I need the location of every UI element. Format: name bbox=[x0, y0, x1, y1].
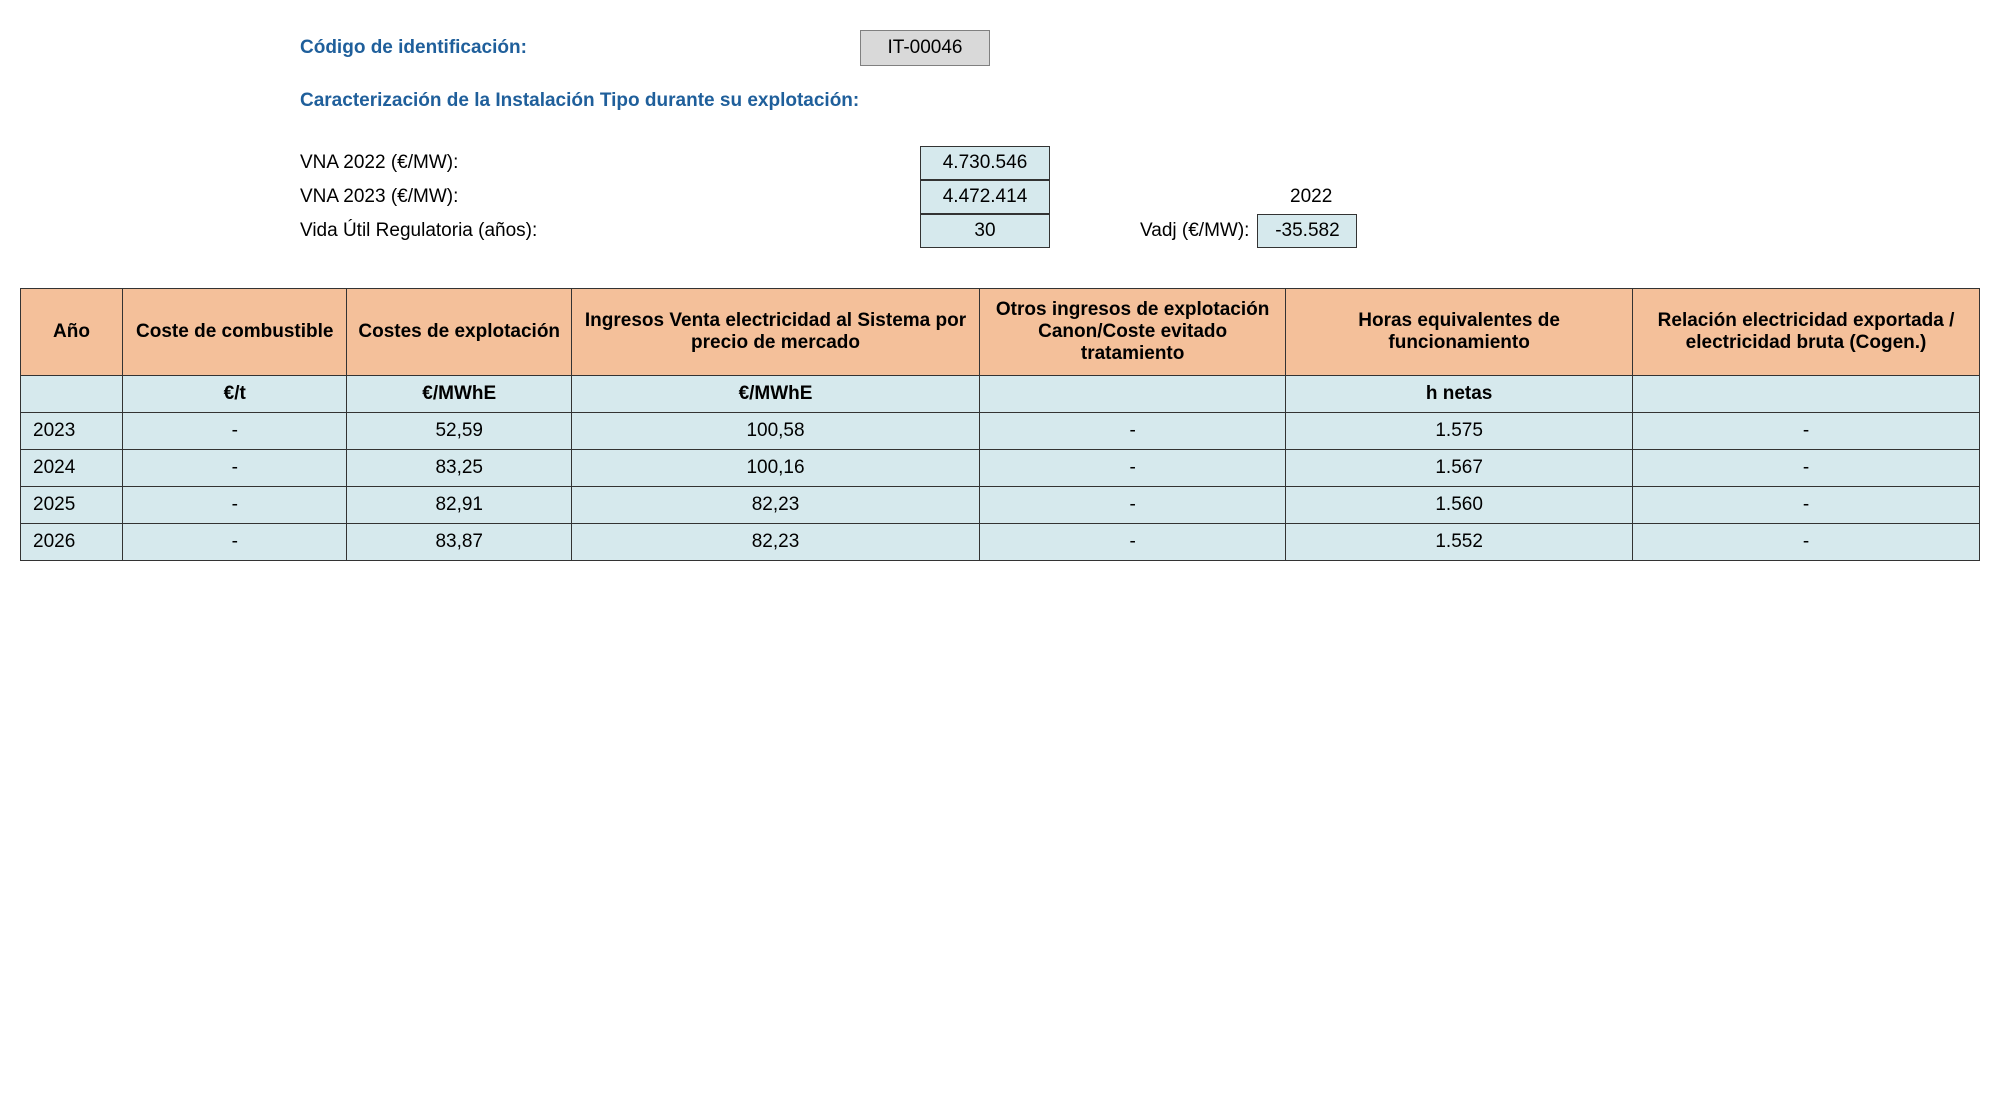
vida-value: 30 bbox=[920, 214, 1050, 248]
col-header-horas: Horas equivalentes de funcionamiento bbox=[1286, 289, 1633, 376]
header-section: Código de identificación: IT-00046 Carac… bbox=[300, 30, 1980, 248]
table-cell: - bbox=[980, 487, 1286, 524]
table-cell: 2025 bbox=[21, 487, 123, 524]
vna2022-label: VNA 2022 (€/MW): bbox=[300, 152, 920, 174]
units-row: €/t €/MWhE €/MWhE h netas bbox=[21, 376, 1980, 413]
vna2022-row: VNA 2022 (€/MW): 4.730.546 bbox=[300, 146, 1980, 180]
codigo-row: Código de identificación: IT-00046 bbox=[300, 30, 1980, 66]
col-header-explotacion: Costes de explotación bbox=[347, 289, 571, 376]
unit-relacion bbox=[1633, 376, 1980, 413]
table-cell: 1.575 bbox=[1286, 413, 1633, 450]
table-cell: - bbox=[980, 524, 1286, 561]
table-cell: 1.567 bbox=[1286, 450, 1633, 487]
table-cell: - bbox=[123, 413, 347, 450]
table-cell: - bbox=[1633, 524, 1980, 561]
vna2022-value: 4.730.546 bbox=[920, 146, 1050, 180]
table-cell: - bbox=[1633, 450, 1980, 487]
table-cell: 82,23 bbox=[571, 487, 979, 524]
unit-combustible: €/t bbox=[123, 376, 347, 413]
vna2023-value: 4.472.414 bbox=[920, 180, 1050, 214]
unit-otros bbox=[980, 376, 1286, 413]
vida-label: Vida Útil Regulatoria (años): bbox=[300, 220, 920, 242]
table-cell: - bbox=[1633, 487, 1980, 524]
table-cell: 82,91 bbox=[347, 487, 571, 524]
subtitle: Caracterización de la Instalación Tipo d… bbox=[300, 90, 1980, 112]
vida-row: Vida Útil Regulatoria (años): 30 Vadj (€… bbox=[300, 214, 1980, 248]
table-cell: - bbox=[123, 487, 347, 524]
table-cell: 100,58 bbox=[571, 413, 979, 450]
table-cell: 52,59 bbox=[347, 413, 571, 450]
table-cell: 1.560 bbox=[1286, 487, 1633, 524]
table-cell: - bbox=[123, 450, 347, 487]
table-row: 2024-83,25100,16-1.567- bbox=[21, 450, 1980, 487]
table-cell: 1.552 bbox=[1286, 524, 1633, 561]
vadj-label: Vadj (€/MW): bbox=[1140, 220, 1249, 242]
vadj-value: -35.582 bbox=[1257, 214, 1357, 248]
table-cell: 2023 bbox=[21, 413, 123, 450]
table-cell: - bbox=[123, 524, 347, 561]
unit-explotacion: €/MWhE bbox=[347, 376, 571, 413]
col-header-relacion: Relación electricidad exportada / electr… bbox=[1633, 289, 1980, 376]
table-cell: 2026 bbox=[21, 524, 123, 561]
table-cell: - bbox=[980, 413, 1286, 450]
vna2023-label: VNA 2023 (€/MW): bbox=[300, 186, 920, 208]
table-cell: 83,87 bbox=[347, 524, 571, 561]
col-header-otros: Otros ingresos de explotación Canon/Cost… bbox=[980, 289, 1286, 376]
unit-horas: h netas bbox=[1286, 376, 1633, 413]
col-header-combustible: Coste de combustible bbox=[123, 289, 347, 376]
table-row: 2026-83,8782,23-1.552- bbox=[21, 524, 1980, 561]
codigo-label: Código de identificación: bbox=[300, 37, 860, 59]
codigo-value: IT-00046 bbox=[860, 30, 990, 66]
col-header-ingresos: Ingresos Venta electricidad al Sistema p… bbox=[571, 289, 979, 376]
table-header-row: Año Coste de combustible Costes de explo… bbox=[21, 289, 1980, 376]
table-row: 2025-82,9182,23-1.560- bbox=[21, 487, 1980, 524]
table-cell: 100,16 bbox=[571, 450, 979, 487]
table-cell: 82,23 bbox=[571, 524, 979, 561]
unit-ano bbox=[21, 376, 123, 413]
table-cell: 2024 bbox=[21, 450, 123, 487]
table-body: €/t €/MWhE €/MWhE h netas 2023-52,59100,… bbox=[21, 376, 1980, 561]
table-cell: - bbox=[980, 450, 1286, 487]
vna2023-row: VNA 2023 (€/MW): 4.472.414 2022 bbox=[300, 180, 1980, 214]
table-row: 2023-52,59100,58-1.575- bbox=[21, 413, 1980, 450]
unit-ingresos: €/MWhE bbox=[571, 376, 979, 413]
col-header-ano: Año bbox=[21, 289, 123, 376]
table-cell: - bbox=[1633, 413, 1980, 450]
year-ref: 2022 bbox=[1290, 186, 1332, 208]
table-cell: 83,25 bbox=[347, 450, 571, 487]
main-table: Año Coste de combustible Costes de explo… bbox=[20, 288, 1980, 561]
